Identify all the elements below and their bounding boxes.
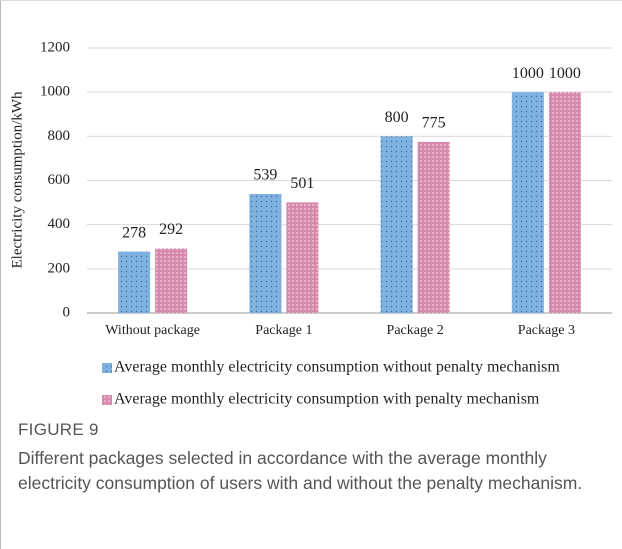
bar <box>249 193 282 313</box>
bar <box>380 136 413 313</box>
frame <box>0 0 622 1</box>
bar <box>417 141 450 313</box>
x-tick-label: Package 3 <box>518 323 575 338</box>
caption: Different packages selected in accordanc… <box>18 448 583 493</box>
chart: Electricity consumption/kWh 0 200 400 600 80… <box>9 39 612 408</box>
x-tick-label: Package 1 <box>255 323 312 338</box>
y-tick-label: 600 <box>48 172 71 188</box>
y-tick-label: 0 <box>63 304 71 320</box>
y-tick-label: 1000 <box>40 84 70 100</box>
y-tick-label: 800 <box>48 128 71 144</box>
data-label: 278 <box>122 224 146 241</box>
bar <box>548 92 581 314</box>
frame <box>0 0 1 549</box>
y-tick-label: 200 <box>48 260 71 276</box>
data-label: 1000 <box>512 65 544 82</box>
bar <box>118 251 151 313</box>
data-label: 800 <box>385 109 409 126</box>
y-axis-label: Electricity consumption/kWh <box>9 91 25 269</box>
legend-label: Average monthly electricity consumption … <box>114 391 540 408</box>
bar <box>286 202 319 313</box>
figure-label: FIGURE 9 <box>18 420 99 439</box>
legend-swatch <box>102 395 112 405</box>
x-tick-label: Without package <box>105 323 200 338</box>
bar <box>155 248 188 313</box>
data-label: 1000 <box>549 65 581 82</box>
data-label: 292 <box>159 221 183 238</box>
data-label: 501 <box>290 175 314 192</box>
y-tick-label: 1200 <box>40 39 70 55</box>
data-label: 539 <box>253 167 277 184</box>
legend-swatch <box>102 363 112 373</box>
data-label: 775 <box>422 115 446 132</box>
y-tick-label: 400 <box>48 216 71 232</box>
legend-label: Average monthly electricity consumption … <box>114 359 560 376</box>
bar <box>511 92 544 314</box>
x-tick-label: Package 2 <box>387 323 444 338</box>
